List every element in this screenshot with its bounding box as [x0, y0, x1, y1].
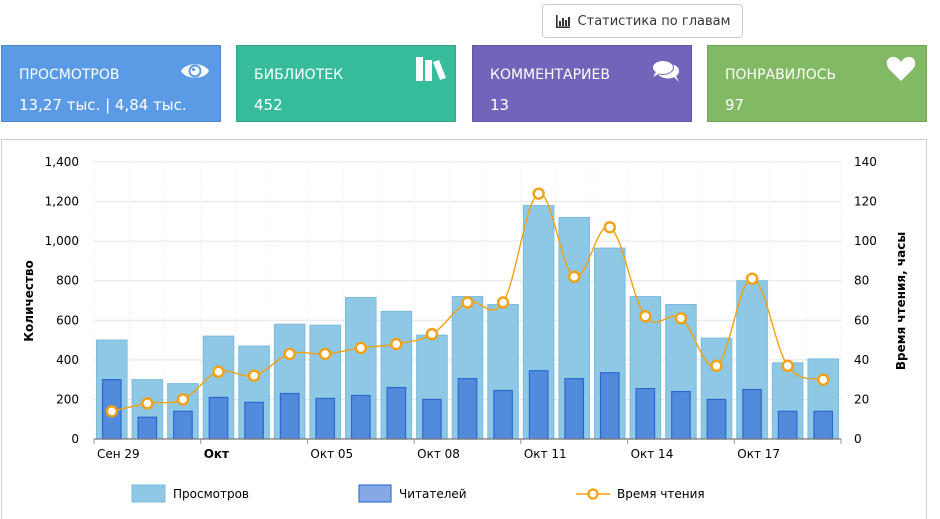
bar-readers: [280, 393, 298, 439]
x-tick-label: Окт 14: [631, 447, 674, 461]
y2-tick-label: 100: [854, 234, 877, 248]
point-reading-time: [214, 367, 224, 377]
libraries-value: 452: [254, 96, 283, 114]
legend-item-readers[interactable]: Читателей: [359, 485, 467, 502]
y-tick-label: 1,200: [45, 195, 79, 209]
legend-item-reading-time[interactable]: Время чтения: [576, 487, 705, 501]
point-reading-time: [249, 371, 259, 381]
comments-value: 13: [490, 96, 509, 114]
bar-readers: [458, 379, 476, 439]
libraries-label: БИБЛИОТЕК: [254, 67, 343, 83]
x-tick-label: Сен 29: [97, 447, 140, 461]
legend-label-views: Просмотров: [173, 487, 249, 501]
x-tick-label: Окт: [204, 447, 229, 461]
views-label: ПРОСМОТРОВ: [19, 67, 119, 83]
chart-legend: Просмотров Читателей Время чтения: [132, 485, 705, 502]
views-value: 13,27 тыс. | 4,84 тыс.: [19, 96, 187, 114]
point-reading-time: [391, 339, 401, 349]
point-reading-time: [712, 361, 722, 371]
legend-label-reading-time: Время чтения: [617, 487, 705, 501]
bar-readers: [565, 379, 583, 439]
point-reading-time: [178, 394, 188, 404]
eye-icon: [180, 60, 210, 82]
comments-label: КОММЕНТАРИЕВ: [490, 67, 610, 83]
point-reading-time: [676, 313, 686, 323]
bar-readers: [387, 388, 405, 439]
likes-label: ПОНРАВИЛОСЬ: [725, 67, 836, 83]
views-readers-chart: 0 200 400 600 800 1,000 1,200 1,400 0 20 40 60 80 100…: [2, 140, 928, 516]
bar-readers: [245, 402, 263, 439]
comments-card: КОММЕНТАРИЕВ 13: [472, 45, 692, 122]
bar-readers: [174, 411, 192, 439]
point-reading-time: [463, 297, 473, 307]
y2-axis-title: Время чтения, часы: [894, 232, 908, 370]
bar-chart-icon: [555, 15, 571, 28]
x-tick-label: Окт 17: [737, 447, 780, 461]
views-card: ПРОСМОТРОВ 13,27 тыс. | 4,84 тыс.: [1, 45, 221, 122]
bar-readers: [672, 392, 690, 439]
bar-readers: [601, 373, 619, 439]
point-reading-time: [320, 349, 330, 359]
y-axis-title: Количество: [22, 260, 36, 342]
point-reading-time: [356, 343, 366, 353]
bar-readers: [423, 399, 441, 439]
y2-tick-label: 20: [854, 392, 869, 406]
bar-readers: [636, 389, 654, 439]
chapter-stats-label: Статистика по главам: [578, 14, 731, 29]
likes-value: 97: [725, 96, 744, 114]
x-tick-label: Окт 08: [417, 447, 460, 461]
y2-tick-label: 60: [854, 313, 869, 327]
point-reading-time: [783, 361, 793, 371]
x-tick-label: Окт 11: [524, 447, 567, 461]
bar-readers: [316, 398, 334, 439]
point-reading-time: [569, 272, 579, 282]
y-tick-label: 1,000: [45, 234, 79, 248]
chapter-stats-button[interactable]: Статистика по главам: [542, 4, 743, 38]
y2-tick-label: 120: [854, 195, 877, 209]
x-tick-label: Окт 05: [310, 447, 353, 461]
chart-panel: 0 200 400 600 800 1,000 1,200 1,400 0 20 40 60 80 100…: [1, 139, 927, 519]
point-reading-time: [747, 274, 757, 284]
bar-readers: [778, 411, 796, 439]
comments-icon: [651, 59, 681, 83]
point-reading-time: [605, 222, 615, 232]
bar-readers: [138, 417, 156, 439]
y2-tick-label: 80: [854, 274, 869, 288]
bar-readers: [814, 411, 832, 439]
legend-label-readers: Читателей: [399, 487, 467, 501]
libraries-card: БИБЛИОТЕК 452: [236, 45, 456, 122]
likes-card: ПОНРАВИЛОСЬ 97: [707, 45, 927, 122]
y-tick-label: 200: [56, 392, 79, 406]
point-reading-time: [498, 297, 508, 307]
point-reading-time: [534, 189, 544, 199]
point-reading-time: [427, 329, 437, 339]
y2-tick-label: 140: [854, 155, 877, 169]
books-icon: [415, 56, 447, 82]
point-reading-time: [107, 406, 117, 416]
legend-item-views[interactable]: Просмотров: [132, 485, 249, 502]
y-tick-label: 1,400: [45, 155, 79, 169]
y-tick-label: 400: [56, 353, 79, 367]
bar-readers: [743, 390, 761, 439]
point-reading-time: [640, 311, 650, 321]
bar-readers: [529, 371, 547, 439]
y-tick-label: 0: [71, 432, 79, 446]
y2-tick-label: 0: [854, 432, 862, 446]
y-tick-label: 600: [56, 313, 79, 327]
point-reading-time: [142, 398, 152, 408]
bar-readers: [494, 391, 512, 439]
bar-readers: [707, 399, 725, 439]
y-tick-label: 800: [56, 274, 79, 288]
bar-readers: [352, 395, 370, 439]
point-reading-time: [285, 349, 295, 359]
point-reading-time: [818, 375, 828, 385]
y2-tick-label: 40: [854, 353, 869, 367]
bar-readers: [209, 397, 227, 439]
heart-icon: [886, 56, 916, 82]
